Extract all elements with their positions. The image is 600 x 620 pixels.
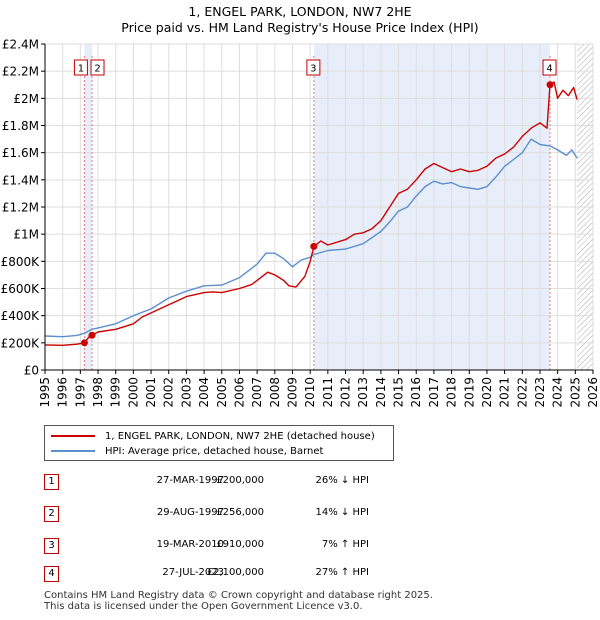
y-tick-label: £1M <box>13 228 39 242</box>
x-tick-label: 1998 <box>91 377 105 408</box>
y-tick-label: £2.2M <box>2 65 39 79</box>
marker-box <box>542 59 557 76</box>
x-tick-label: 2025 <box>568 377 582 408</box>
chart-subtitle: Price paid vs. HM Land Registry's House … <box>121 20 479 35</box>
sale-point <box>310 242 318 250</box>
transaction-row: 1 27-MAR-1997 £200,000 26% ↓ HPI <box>44 474 404 490</box>
footer-copyright: Contains HM Land Registry data © Crown c… <box>44 590 433 601</box>
x-tick-label: 2008 <box>268 377 282 408</box>
marker-label: 3 <box>310 64 316 75</box>
y-tick-label: £2.4M <box>2 38 39 52</box>
transaction-row: 2 29-AUG-1997 £256,000 14% ↓ HPI <box>44 506 404 522</box>
x-tick-label: 2021 <box>498 377 512 408</box>
y-tick-label: £2M <box>13 92 39 106</box>
x-tick-label: 2016 <box>409 377 423 408</box>
transaction-hpi: 27% ↑ HPI <box>315 567 369 578</box>
x-tick-label: 2001 <box>144 377 158 408</box>
x-tick-label: 2018 <box>445 377 459 408</box>
x-tick-label: 2007 <box>250 377 264 408</box>
x-tick-label: 2014 <box>374 377 388 408</box>
x-tick-label: 2006 <box>232 377 246 408</box>
y-tick-label: £400K <box>1 309 41 323</box>
sale-point <box>88 331 96 339</box>
y-tick-label: £0 <box>24 364 39 378</box>
transaction-hpi: 26% ↓ HPI <box>315 475 369 486</box>
x-tick-label: 2000 <box>126 377 140 408</box>
series-line <box>44 138 578 338</box>
x-tick-label: 1997 <box>73 377 87 408</box>
chart-title: 1, ENGEL PARK, LONDON, NW7 2HE <box>188 4 412 19</box>
x-tick-label: 2010 <box>303 377 317 408</box>
x-tick-label: 2019 <box>462 377 476 408</box>
x-tick-label: 2002 <box>162 377 176 408</box>
transaction-hpi: 7% ↑ HPI <box>321 539 369 550</box>
transaction-row: 3 19-MAR-2010 £910,000 7% ↑ HPI <box>44 538 404 554</box>
legend-swatch-property <box>51 435 95 437</box>
transaction-price: £910,000 <box>216 539 264 550</box>
transaction-number: 2 <box>44 506 59 522</box>
x-tick-label: 2022 <box>515 377 529 408</box>
transaction-price: £200,000 <box>216 475 264 486</box>
marker-label: 1 <box>78 64 84 75</box>
legend-swatch-hpi <box>51 450 95 452</box>
transaction-date: 27-JUL-2023 <box>162 567 224 578</box>
y-tick-label: £1.2M <box>2 201 39 215</box>
x-tick-label: 2023 <box>533 377 547 408</box>
x-tick-label: 2009 <box>285 377 299 408</box>
transaction-date: 19-MAR-2010 <box>156 539 224 550</box>
x-tick-label: 1995 <box>38 377 52 408</box>
footer: Contains HM Land Registry data © Crown c… <box>44 590 433 612</box>
transaction-hpi: 14% ↓ HPI <box>315 507 369 518</box>
marker-label: 2 <box>94 64 100 75</box>
legend-item-hpi: HPI: Average price, detached house, Barn… <box>51 444 323 458</box>
sale-point <box>80 339 88 347</box>
transaction-number: 1 <box>44 474 59 490</box>
transaction-date: 27-MAR-1997 <box>156 475 224 486</box>
x-tick-label: 2005 <box>215 377 229 408</box>
transaction-price: £2,100,000 <box>206 567 264 578</box>
x-tick-label: 2015 <box>392 377 406 408</box>
series-line <box>44 81 578 346</box>
x-tick-label: 2017 <box>427 377 441 408</box>
x-tick-label: 2004 <box>197 377 211 408</box>
transaction-price: £256,000 <box>216 507 264 518</box>
transaction-number: 4 <box>44 566 59 582</box>
y-tick-label: £1.8M <box>2 119 39 133</box>
legend-label-property: 1, ENGEL PARK, LONDON, NW7 2HE (detached… <box>105 430 375 442</box>
marker-box <box>73 59 88 76</box>
y-tick-label: £200K <box>1 336 41 350</box>
y-tick-label: £800K <box>1 255 41 269</box>
legend: 1, ENGEL PARK, LONDON, NW7 2HE (detached… <box>44 425 394 461</box>
legend-label-hpi: HPI: Average price, detached house, Barn… <box>105 445 324 457</box>
x-tick-label: 2011 <box>321 377 335 408</box>
x-tick-label: 2012 <box>339 377 353 408</box>
marker-box <box>90 59 105 76</box>
marker-label: 4 <box>546 64 552 75</box>
x-tick-label: 1996 <box>56 377 70 408</box>
x-tick-label: 2013 <box>356 377 370 408</box>
x-tick-label: 1999 <box>109 377 123 408</box>
footer-licence: This data is licensed under the Open Gov… <box>44 601 363 612</box>
sale-point <box>546 81 554 89</box>
transaction-number: 3 <box>44 538 59 554</box>
transaction-date: 29-AUG-1997 <box>156 507 224 518</box>
x-tick-label: 2024 <box>551 377 565 408</box>
transaction-row: 4 27-JUL-2023 £2,100,000 27% ↑ HPI <box>44 566 404 582</box>
y-tick-label: £1.4M <box>2 173 39 187</box>
x-tick-label: 2003 <box>179 377 193 408</box>
marker-box <box>306 59 321 76</box>
y-tick-label: £1.6M <box>2 146 39 160</box>
x-tick-label: 2020 <box>480 377 494 408</box>
legend-item-property: 1, ENGEL PARK, LONDON, NW7 2HE (detached… <box>51 429 375 443</box>
x-tick-label: 2026 <box>586 377 600 408</box>
y-tick-label: £600K <box>1 282 41 296</box>
